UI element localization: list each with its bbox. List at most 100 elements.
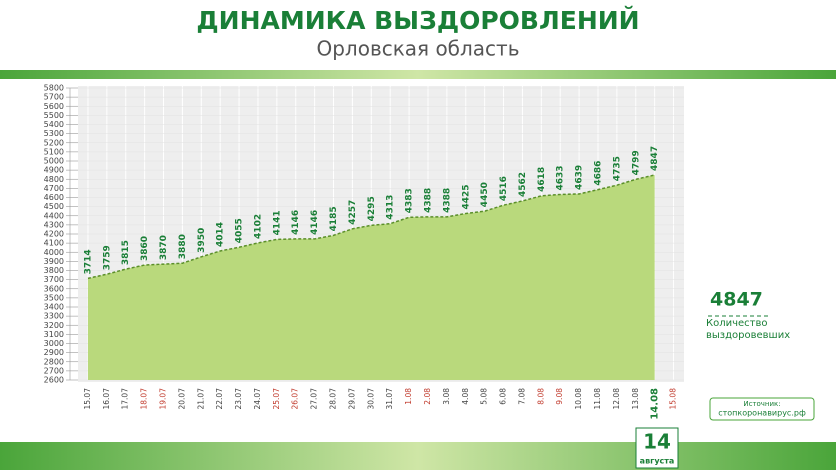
x-tick-label: 15.07 — [83, 388, 92, 410]
x-tick-label: 3.08 — [442, 388, 451, 405]
data-label: 3714 — [83, 249, 93, 274]
y-tick-label: 2800 — [44, 357, 64, 366]
line — [87, 174, 655, 280]
y-tick-label: 3400 — [44, 303, 64, 312]
x-tick-label: 16.07 — [102, 388, 111, 410]
y-tick-label: 5400 — [44, 120, 64, 129]
date-badge — [635, 427, 679, 469]
y-tick-label: 4000 — [44, 248, 64, 257]
x-tick-label: 20.07 — [177, 388, 186, 410]
data-label: 4847 — [650, 146, 660, 171]
data-label: 4146 — [310, 210, 320, 235]
data-label: 4102 — [253, 214, 263, 239]
data-label: 4562 — [518, 172, 528, 197]
x-tick-label: 22.07 — [215, 388, 224, 410]
y-tick-label: 5300 — [44, 129, 64, 138]
y-tick-label: 3100 — [44, 330, 64, 339]
y-tick-label: 4500 — [44, 202, 64, 211]
x-tick-label: 2.08 — [423, 388, 432, 405]
y-tick-label: 4400 — [44, 211, 64, 220]
y-tick-label: 3000 — [44, 339, 64, 348]
data-label: 4257 — [348, 200, 358, 225]
y-tick-label: 4300 — [44, 220, 64, 229]
data-label: 3880 — [178, 234, 188, 259]
x-tick-label: 30.07 — [366, 388, 375, 410]
data-label: 4516 — [499, 176, 509, 201]
data-label: 4313 — [386, 195, 396, 220]
data-label: 4383 — [405, 188, 415, 213]
source: стопкоронавирус.рф — [718, 409, 806, 418]
area — [87, 174, 655, 380]
x-tick-label: 29.07 — [347, 388, 356, 410]
x-tick-label: 9.08 — [555, 388, 564, 405]
y-tick-label: 3300 — [44, 312, 64, 321]
data-label: 4014 — [216, 222, 226, 247]
data-label: 3870 — [159, 235, 169, 260]
date-badge-month: августа — [640, 457, 675, 466]
data-label: 3860 — [140, 236, 150, 261]
data-label: 4618 — [537, 167, 547, 192]
y-tick-label: 4600 — [44, 193, 64, 202]
x-tick-label: 11.08 — [593, 388, 602, 410]
x-tick-label: 5.08 — [480, 388, 489, 405]
x-tick-label: 23.07 — [234, 388, 243, 410]
y-tick-label: 3600 — [44, 284, 64, 293]
y-tick-label: 5000 — [44, 157, 64, 166]
y-tick-label: 5100 — [44, 147, 64, 156]
x-tick-label: 14.08 — [650, 388, 661, 420]
y-tick-label: 2900 — [44, 348, 64, 357]
x-tick-label: 28.07 — [329, 388, 338, 410]
highlight-value: 4847 — [710, 289, 763, 311]
data-label: 4799 — [631, 150, 641, 175]
data-label: 4686 — [593, 161, 603, 186]
x-tick-label: 27.07 — [310, 388, 319, 410]
x-tick-label: 8.08 — [536, 388, 545, 405]
y-tick-label: 5800 — [44, 84, 64, 93]
x-tick-label: 18.07 — [140, 388, 149, 410]
y-tick-label: 5200 — [44, 138, 64, 147]
y-tick-label: 2600 — [44, 376, 64, 385]
data-label: 4146 — [291, 210, 301, 235]
y-tick-label: 5600 — [44, 102, 64, 111]
x-tick-label: 7.08 — [517, 388, 526, 405]
data-label: 4185 — [329, 206, 339, 231]
source-box — [709, 397, 815, 421]
y-tick-label: 4700 — [44, 184, 64, 193]
x-tick-label: 10.08 — [574, 388, 583, 410]
data-label: 4735 — [612, 156, 622, 181]
x-tick-label: 17.07 — [121, 388, 130, 410]
data-label: 4425 — [461, 184, 471, 209]
plot: 2600270028002900300031003200330034003500… — [44, 84, 684, 420]
highlight-label: Количество выздоровевших — [706, 318, 791, 341]
y-tick-label: 5700 — [44, 93, 64, 102]
data-label: 4295 — [367, 196, 377, 221]
header-stripe — [0, 70, 836, 79]
x-tick-label: 4.08 — [461, 388, 470, 405]
y-tick-label: 4800 — [44, 175, 64, 184]
x-tick-label: 1.08 — [404, 388, 413, 405]
y-tick-label: 2700 — [44, 366, 64, 375]
data-label: 4141 — [272, 210, 282, 235]
y-tick-label: 3500 — [44, 293, 64, 302]
data-label: 3815 — [121, 240, 131, 265]
x-tick-label: 13.08 — [631, 388, 640, 410]
y-tick-label: 4200 — [44, 230, 64, 239]
data-label: 4388 — [442, 188, 452, 213]
x-tick-label: 19.07 — [159, 388, 168, 410]
x-tick-label: 12.08 — [612, 388, 621, 410]
footer-stripe — [0, 442, 836, 470]
data-label: 4055 — [235, 218, 245, 243]
x-tick-label: 24.07 — [253, 388, 262, 410]
y-tick-label: 3200 — [44, 321, 64, 330]
date-badge-day: 14 — [643, 430, 671, 454]
y-tick-label: 3800 — [44, 266, 64, 275]
y-tick-label: 4100 — [44, 239, 64, 248]
data-label: 3759 — [102, 245, 112, 270]
chart-title: ДИНАМИКА ВЫЗДОРОВЛЕНИЙ — [196, 6, 639, 35]
source-label: Источник: — [743, 400, 780, 408]
data-label: 4388 — [423, 188, 433, 213]
y-tick-label: 5500 — [44, 111, 64, 120]
x-tick-label: 31.07 — [385, 388, 394, 410]
chart-subtitle: Орловская область — [316, 37, 519, 61]
